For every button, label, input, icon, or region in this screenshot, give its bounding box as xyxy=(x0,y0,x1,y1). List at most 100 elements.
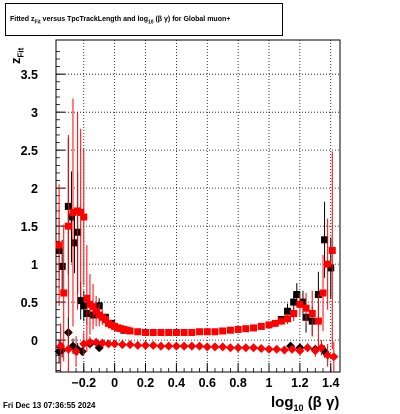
series-2 xyxy=(55,98,336,362)
tick-labels: −0.2 0 0.2 0.4 0.6 0.8 1 1.2 1.4 0 0.5 1 1.5 2 2.5 3 3.5 xyxy=(21,68,340,390)
x-tick-label: 1.2 xyxy=(291,376,308,390)
data-point xyxy=(134,328,142,336)
data-point xyxy=(233,343,243,353)
data-point xyxy=(271,319,279,327)
data-point xyxy=(165,328,173,336)
y-tick-label: 1 xyxy=(31,258,38,272)
x-tick-label: 0.4 xyxy=(168,376,185,390)
data-point xyxy=(103,339,113,349)
data-point xyxy=(264,344,274,354)
data-point xyxy=(63,344,73,354)
data-point xyxy=(110,339,120,349)
data-point xyxy=(101,316,109,324)
data-point xyxy=(157,328,165,336)
y-tick-label: 0 xyxy=(31,334,38,348)
y-axis-label: zFit xyxy=(8,47,26,64)
data-point xyxy=(303,343,313,353)
data-point xyxy=(164,341,174,351)
data-point xyxy=(89,303,97,311)
data-point xyxy=(67,213,75,221)
data-point xyxy=(219,327,227,335)
data-point xyxy=(314,317,322,325)
data-point xyxy=(97,338,107,348)
data-point xyxy=(117,340,127,350)
data-point xyxy=(225,343,235,353)
y-tick-label: 3.5 xyxy=(21,68,38,82)
data-point xyxy=(256,343,266,353)
data-point xyxy=(308,310,316,318)
data-point xyxy=(172,328,180,336)
x-tick-label: 0.2 xyxy=(137,376,154,390)
data-point xyxy=(71,346,81,356)
data-point xyxy=(234,325,242,333)
data-point xyxy=(69,208,77,216)
data-point xyxy=(323,350,333,360)
data-point xyxy=(156,341,166,351)
data-point xyxy=(188,328,196,336)
data-point xyxy=(327,264,335,272)
data-point xyxy=(195,341,205,351)
data-point xyxy=(85,337,95,347)
data-point xyxy=(302,304,310,312)
data-point xyxy=(60,289,68,297)
data-point xyxy=(249,343,259,353)
data-point xyxy=(64,222,72,230)
data-point xyxy=(328,246,336,254)
y-tick-label: 1.5 xyxy=(21,220,38,234)
x-tick-label: −0.2 xyxy=(71,376,96,390)
data-point xyxy=(83,294,91,302)
chart-title: Fitted zFit versus TpcTrackLength and lo… xyxy=(10,16,231,26)
data-point xyxy=(91,337,101,347)
data-point xyxy=(319,289,327,297)
plot-frame xyxy=(55,39,341,373)
data-point xyxy=(241,343,251,353)
data-point xyxy=(56,341,66,351)
data-point xyxy=(218,342,228,352)
timestamp: Fri Dec 13 07:36:55 2024 xyxy=(3,401,96,410)
data-point xyxy=(293,291,301,299)
data-point xyxy=(287,344,297,354)
data-point xyxy=(265,321,273,329)
data-point xyxy=(179,341,189,351)
y-tick-label: 0.5 xyxy=(21,296,38,310)
data-point xyxy=(58,262,66,270)
data-point xyxy=(187,341,197,351)
data-point xyxy=(77,208,85,216)
data-point xyxy=(77,346,87,356)
x-tick-label: 1 xyxy=(266,376,273,390)
title-box: Fitted zFit versus TpcTrackLength and lo… xyxy=(5,3,283,36)
y-tick-label: 2.5 xyxy=(21,144,38,158)
data-point xyxy=(203,328,211,336)
data-point xyxy=(290,298,298,306)
data-point xyxy=(242,325,250,333)
data-marks xyxy=(54,98,339,372)
data-point xyxy=(277,317,285,325)
data-point xyxy=(295,346,305,356)
data-point xyxy=(126,327,134,335)
data-point xyxy=(149,328,157,336)
data-point xyxy=(202,342,212,352)
data-point xyxy=(279,345,289,355)
data-point xyxy=(324,260,332,268)
data-point xyxy=(296,300,304,308)
x-tick-label: 0.8 xyxy=(229,376,246,390)
data-point xyxy=(329,352,339,362)
data-point xyxy=(80,213,88,221)
data-point xyxy=(290,310,298,318)
x-tick-label: 1.4 xyxy=(322,376,339,390)
x-tick-label: 0.6 xyxy=(199,376,216,390)
data-point xyxy=(80,302,88,310)
data-point xyxy=(92,307,100,315)
data-point xyxy=(310,346,320,356)
data-point xyxy=(284,307,292,315)
data-point xyxy=(133,340,143,350)
data-point xyxy=(257,322,265,330)
data-point xyxy=(226,326,234,334)
x-tick-label: 0 xyxy=(111,376,118,390)
x-axis-label: log10 (β γ) xyxy=(271,394,340,413)
data-point xyxy=(171,341,181,351)
data-point xyxy=(142,328,150,336)
data-point xyxy=(250,324,258,332)
y-tick-label: 2 xyxy=(31,182,38,196)
